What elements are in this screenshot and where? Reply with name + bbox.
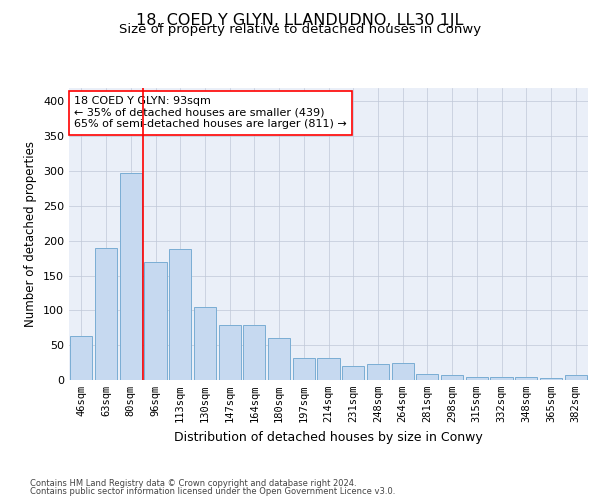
- Text: Contains public sector information licensed under the Open Government Licence v3: Contains public sector information licen…: [30, 487, 395, 496]
- Bar: [540, 378, 562, 380]
- Bar: [268, 338, 290, 380]
- Bar: [441, 375, 463, 380]
- Bar: [416, 374, 439, 380]
- Bar: [243, 325, 265, 380]
- Text: Contains HM Land Registry data © Crown copyright and database right 2024.: Contains HM Land Registry data © Crown c…: [30, 478, 356, 488]
- X-axis label: Distribution of detached houses by size in Conwy: Distribution of detached houses by size …: [174, 430, 483, 444]
- Bar: [218, 325, 241, 380]
- Bar: [466, 376, 488, 380]
- Bar: [317, 358, 340, 380]
- Y-axis label: Number of detached properties: Number of detached properties: [25, 141, 37, 327]
- Bar: [392, 364, 414, 380]
- Bar: [95, 248, 117, 380]
- Bar: [565, 375, 587, 380]
- Bar: [515, 377, 538, 380]
- Text: Size of property relative to detached houses in Conwy: Size of property relative to detached ho…: [119, 22, 481, 36]
- Bar: [145, 262, 167, 380]
- Bar: [70, 336, 92, 380]
- Text: 18 COED Y GLYN: 93sqm
← 35% of detached houses are smaller (439)
65% of semi-det: 18 COED Y GLYN: 93sqm ← 35% of detached …: [74, 96, 347, 130]
- Bar: [490, 377, 512, 380]
- Bar: [293, 358, 315, 380]
- Bar: [119, 173, 142, 380]
- Bar: [342, 366, 364, 380]
- Text: 18, COED Y GLYN, LLANDUDNO, LL30 1JL: 18, COED Y GLYN, LLANDUDNO, LL30 1JL: [136, 12, 464, 28]
- Bar: [367, 364, 389, 380]
- Bar: [194, 307, 216, 380]
- Bar: [169, 249, 191, 380]
